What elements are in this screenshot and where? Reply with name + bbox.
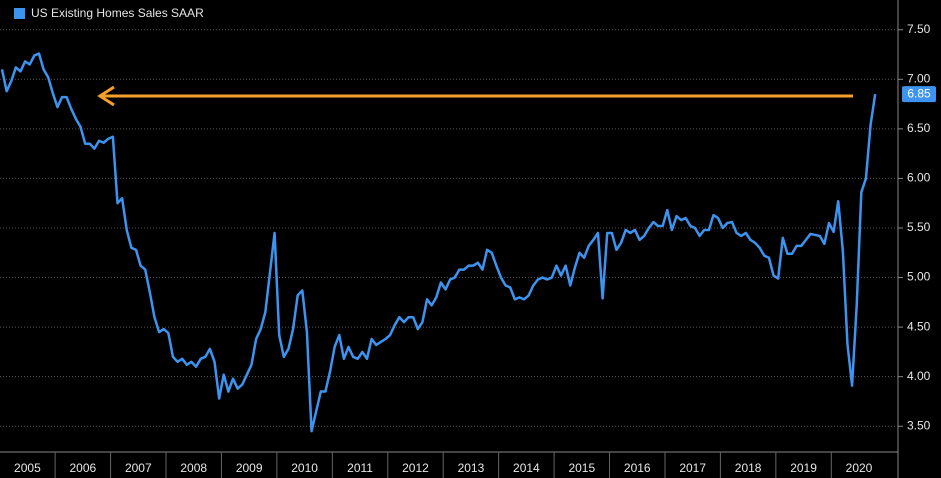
y-tick-label: 6.50 (907, 121, 931, 135)
legend-swatch (14, 8, 25, 19)
x-tick-label: 2017 (679, 461, 706, 475)
x-tick-label: 2013 (458, 461, 485, 475)
x-tick-label: 2012 (402, 461, 429, 475)
x-tick-label: 2008 (180, 461, 207, 475)
line (0, 52, 877, 433)
x-tick-label: 2019 (790, 461, 817, 475)
last-value-label: 6.85 (907, 86, 931, 100)
legend-label: US Existing Homes Sales SAAR (31, 6, 204, 20)
y-tick-label: 5.50 (907, 220, 931, 234)
x-tick-label: 2016 (624, 461, 651, 475)
x-tick-label: 2015 (568, 461, 595, 475)
x-tick-label: 2011 (347, 461, 373, 475)
x-tick-label: 2005 (14, 461, 41, 475)
x-tick-label: 2007 (125, 461, 152, 475)
x-tick-label: 2018 (735, 461, 762, 475)
x-tick-label: 2009 (236, 461, 263, 475)
x-tick-label: 2010 (291, 461, 318, 475)
y-tick-label: 5.00 (907, 270, 931, 284)
y-tick-label: 4.00 (907, 369, 931, 383)
y-tick-label: 3.50 (907, 418, 931, 432)
x-tick-label: 2020 (846, 461, 873, 475)
arrow-head (97, 85, 115, 107)
y-tick-label: 4.50 (907, 319, 931, 333)
y-tick-label: 7.00 (907, 71, 931, 85)
y-tick-label: 6.00 (907, 171, 931, 185)
x-tick-label: 2014 (513, 461, 540, 475)
last-value-box (902, 86, 936, 103)
x-tick-label: 2006 (69, 461, 96, 475)
y-tick-label: 7.50 (907, 22, 931, 36)
